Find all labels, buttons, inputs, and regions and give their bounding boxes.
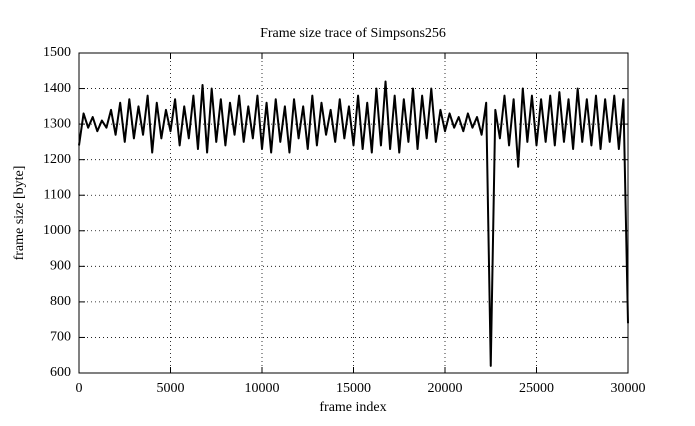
y-tick-label: 600 <box>50 365 71 380</box>
x-tick-label: 15000 <box>336 381 371 396</box>
x-tick-label: 30000 <box>611 381 646 396</box>
data-line <box>78 80 629 367</box>
y-tick-label: 1000 <box>43 223 71 238</box>
x-tick-label: 25000 <box>519 381 554 396</box>
y-tick-label: 700 <box>50 330 71 345</box>
x-tick-label: 0 <box>76 381 83 396</box>
x-tick-label: 5000 <box>157 381 185 396</box>
plot-frame <box>78 52 629 374</box>
y-tick-label: 800 <box>50 294 71 309</box>
y-tick-label: 1100 <box>44 187 71 202</box>
y-tick-label: 1500 <box>43 45 71 60</box>
y-tick-label: 1300 <box>43 116 71 131</box>
x-tick-label: 10000 <box>245 381 280 396</box>
chart-title: Frame size trace of Simpsons256 <box>260 26 446 41</box>
y-axis-label: frame size [byte] <box>12 166 27 261</box>
y-tick-label: 1200 <box>43 152 71 167</box>
x-axis-label: frame index <box>319 400 386 415</box>
y-tick-label: 900 <box>50 259 71 274</box>
x-tick-label: 20000 <box>428 381 463 396</box>
y-tick-label: 1400 <box>43 81 71 96</box>
